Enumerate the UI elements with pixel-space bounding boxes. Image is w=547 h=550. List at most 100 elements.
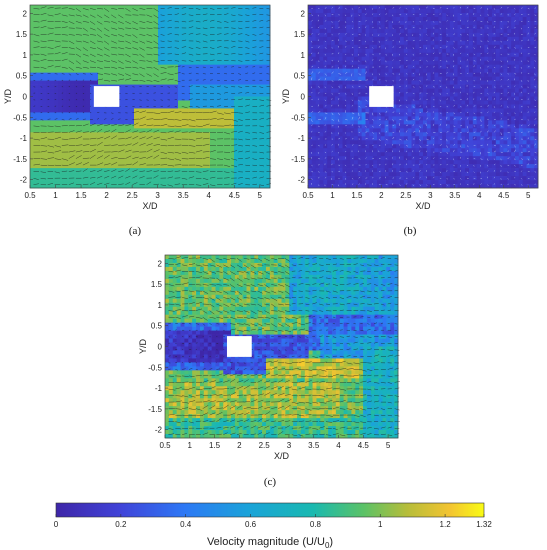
vector-arrow <box>89 73 93 76</box>
heatmap-cell <box>242 164 247 169</box>
heatmap-cells <box>30 5 271 189</box>
heatmap-cell <box>308 136 313 141</box>
heatmap-cell <box>262 52 267 58</box>
vector-arrow <box>202 27 208 30</box>
heatmap-cell <box>222 80 227 85</box>
vector-arrow <box>139 124 147 127</box>
heatmap-cell <box>222 100 227 105</box>
heatmap-cell <box>70 16 75 22</box>
vector-arrow <box>104 118 107 120</box>
heatmap-cell <box>190 28 195 34</box>
heatmap-cell <box>400 152 405 157</box>
heatmap-cell <box>262 184 267 189</box>
heatmap-cell <box>342 48 347 54</box>
heatmap-cell <box>315 56 320 62</box>
vector-arrow <box>89 47 96 50</box>
heatmap-cell <box>407 100 412 105</box>
heatmap-cell <box>357 56 363 62</box>
heatmap-cell <box>206 128 211 133</box>
vector-arrow <box>103 27 110 32</box>
heatmap-cell <box>214 100 219 105</box>
heatmap-cell <box>154 16 159 22</box>
vector-arrow <box>40 6 47 9</box>
heatmap-cell <box>154 148 159 153</box>
heatmap-cell <box>206 140 211 145</box>
heatmap-cell <box>327 40 332 46</box>
heatmap-cell <box>384 184 389 189</box>
heatmap-cell <box>380 16 386 22</box>
vector-arrow <box>174 111 182 114</box>
heatmap-cell <box>58 92 63 97</box>
heatmap-cell <box>380 164 386 169</box>
heatmap-cell <box>166 160 171 165</box>
heatmap-cell <box>102 164 107 169</box>
heatmap-cell <box>388 144 393 149</box>
vector-arrow <box>61 138 69 140</box>
heatmap-cell <box>403 92 409 97</box>
vector-arrow <box>47 14 54 17</box>
heatmap-cell <box>134 164 139 169</box>
heatmap-cell <box>58 40 63 46</box>
heatmap-cell <box>174 28 179 34</box>
heatmap-cell <box>158 100 163 105</box>
heatmap-cell <box>82 176 87 181</box>
heatmap-cell <box>178 72 183 77</box>
heatmap-cell <box>182 36 187 42</box>
heatmap-cell <box>377 128 382 133</box>
vector-arrow <box>231 124 239 127</box>
heatmap-cell <box>134 116 139 121</box>
heatmap-cell <box>190 5 195 10</box>
vector-arrow <box>153 14 159 19</box>
heatmap-cell <box>42 140 47 145</box>
heatmap-cell <box>327 112 332 117</box>
heatmap-cell <box>34 72 39 77</box>
heatmap-cell <box>194 132 199 137</box>
heatmap-cell <box>396 96 401 101</box>
vector-arrow <box>195 8 201 10</box>
heatmap-cell <box>54 120 59 125</box>
vector-arrow <box>224 91 228 94</box>
heatmap-cell <box>46 120 51 125</box>
heatmap-cell <box>134 68 139 73</box>
heatmap-cell <box>30 12 35 18</box>
heatmap-cell <box>42 116 47 121</box>
heatmap-cell <box>315 32 320 38</box>
heatmap-cell <box>126 56 131 62</box>
heatmap-cell <box>346 96 351 101</box>
heatmap-cell <box>126 136 131 141</box>
heatmap-cell <box>250 84 255 89</box>
heatmap-cell <box>210 132 215 137</box>
heatmap-cell <box>373 140 378 145</box>
heatmap-cell <box>114 156 119 161</box>
heatmap-cell <box>142 52 147 58</box>
heatmap-cell <box>42 64 47 69</box>
heatmap-cell <box>238 76 243 81</box>
heatmap-cell <box>170 56 175 62</box>
heatmap-cell <box>90 40 95 46</box>
heatmap-cell <box>262 156 267 161</box>
heatmap-cell <box>118 48 123 54</box>
heatmap-cell <box>315 104 320 109</box>
vector-arrow <box>111 118 114 120</box>
heatmap-cell <box>392 28 397 34</box>
vector-arrow <box>47 27 54 29</box>
heatmap-cell <box>400 64 405 69</box>
heatmap-cell <box>250 44 255 50</box>
heatmap-cell <box>403 40 409 46</box>
heatmap-cell <box>354 124 359 129</box>
heatmap-cell <box>158 148 163 153</box>
heatmap-cell <box>178 20 183 26</box>
heatmap-cell <box>106 140 111 145</box>
heatmap-cell <box>350 140 355 145</box>
heatmap-cell <box>214 72 219 77</box>
heatmap-cell <box>226 8 231 14</box>
heatmap-cell <box>403 116 409 121</box>
heatmap-cell <box>194 24 199 30</box>
heatmap-cell <box>106 64 111 69</box>
heatmap-cell <box>198 48 203 54</box>
heatmap-cell <box>308 172 313 177</box>
heatmap-cell <box>142 120 147 125</box>
heatmap-cell <box>266 116 271 121</box>
heatmap-cell <box>258 124 263 129</box>
heatmap-cell <box>190 36 195 42</box>
